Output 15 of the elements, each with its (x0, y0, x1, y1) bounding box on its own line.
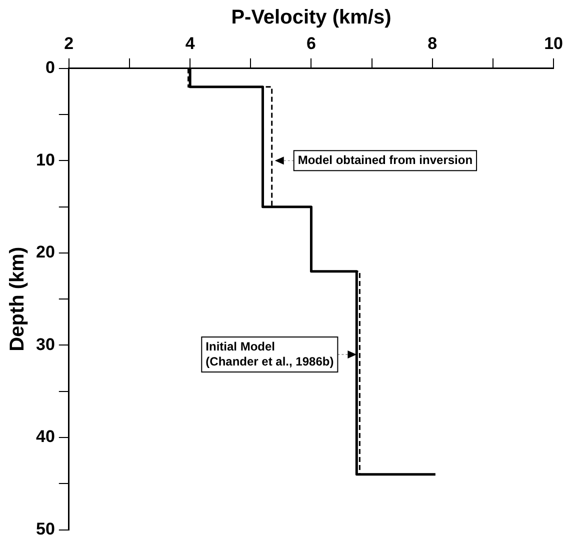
x-tick-label: 10 (544, 34, 564, 53)
y-tick-label: 50 (36, 519, 55, 538)
x-axis-title: P-Velocity (km/s) (231, 6, 392, 29)
x-tick-label: 2 (64, 34, 74, 53)
y-tick-label: 20 (36, 242, 55, 262)
y-tick-label: 40 (36, 427, 55, 446)
y-tick-label: 30 (36, 334, 55, 354)
annotation: Model obtained from inversion (298, 152, 473, 167)
y-tick-label: 0 (45, 58, 55, 78)
y-tick-label: 10 (36, 150, 55, 170)
y-axis-title: Depth (km) (6, 246, 29, 352)
x-tick-label: 6 (306, 34, 316, 53)
x-tick-label: 4 (185, 34, 196, 53)
annotation: Initial Model (Chander et al., 1986b) (206, 339, 334, 368)
x-tick-label: 8 (428, 34, 438, 53)
